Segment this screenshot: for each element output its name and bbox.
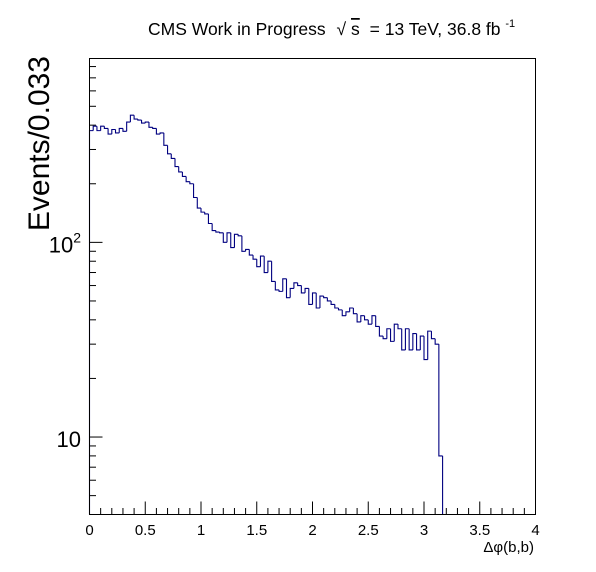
x-axis-title: Δφ(b,b) — [483, 539, 534, 556]
sqrt-symbol: √ — [337, 19, 347, 39]
x-tick-label: 0.5 — [135, 522, 156, 539]
x-tick-label: 1.5 — [246, 522, 267, 539]
x-tick-label: 0 — [85, 522, 93, 539]
x-tick-label: 2 — [308, 522, 316, 539]
x-tick-label: 3.5 — [469, 522, 490, 539]
energy-variable: s — [351, 19, 360, 39]
y-tick-label: 10 — [57, 427, 81, 452]
y-axis-title: Events/0.033 — [23, 56, 56, 231]
chart-header-main: CMS Work in Progress — [148, 19, 326, 39]
x-tick-label: 1 — [197, 522, 205, 539]
lumi-unit-exponent: -1 — [505, 18, 515, 30]
x-tick-labels: 0 0.5 1 1.5 2 2.5 3 3.5 4 — [85, 522, 539, 539]
energy-luminosity-text: = 13 TeV, 36.8 fb — [370, 19, 501, 39]
x-tick-label: 3 — [420, 522, 428, 539]
x-tick-label: 2.5 — [358, 522, 379, 539]
x-tick-label: 4 — [531, 522, 539, 539]
